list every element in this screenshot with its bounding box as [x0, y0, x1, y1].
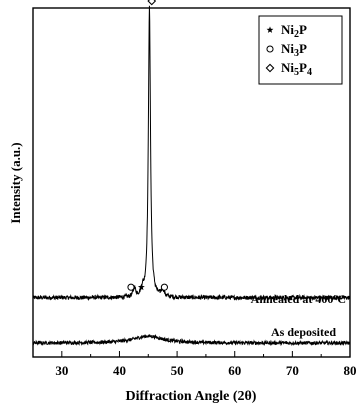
- x-tick-label: 40: [113, 363, 126, 378]
- x-axis-ticks: 30 40 50 60 70 80: [32, 351, 357, 378]
- x-tick-label: 30: [55, 363, 68, 378]
- series-line-annealed: [32, 5, 351, 302]
- plot-frame: [32, 7, 351, 358]
- legend-label: Ni2P: [281, 22, 307, 40]
- legend-marker-diamond: [265, 63, 275, 73]
- legend-label: Ni3P: [281, 41, 307, 59]
- x-tick-label: 50: [171, 363, 184, 378]
- peak-marker-circle: [127, 283, 135, 291]
- peak-marker-circle: [160, 283, 168, 291]
- series-label-annealed: Annealed at 400oC: [251, 292, 346, 306]
- x-axis-label: Diffraction Angle (2θ): [126, 389, 257, 404]
- x-tick-label: 60: [228, 363, 241, 378]
- y-axis-label: Intensity (a.u.): [8, 142, 23, 223]
- peak-marker-diamond: [147, 0, 157, 6]
- legend-marker-star: [266, 26, 274, 33]
- legend-marker-circle: [266, 45, 274, 53]
- series-label-as-deposited: As deposited: [271, 325, 336, 339]
- x-tick-label: 70: [286, 363, 299, 378]
- legend-label: Ni5P4: [281, 60, 312, 78]
- peak-markers: [127, 0, 168, 291]
- series-layer: [32, 5, 351, 347]
- peak-marker-star: [137, 283, 145, 291]
- series-line-as-deposited: [32, 333, 351, 347]
- x-tick-label: 80: [344, 363, 357, 378]
